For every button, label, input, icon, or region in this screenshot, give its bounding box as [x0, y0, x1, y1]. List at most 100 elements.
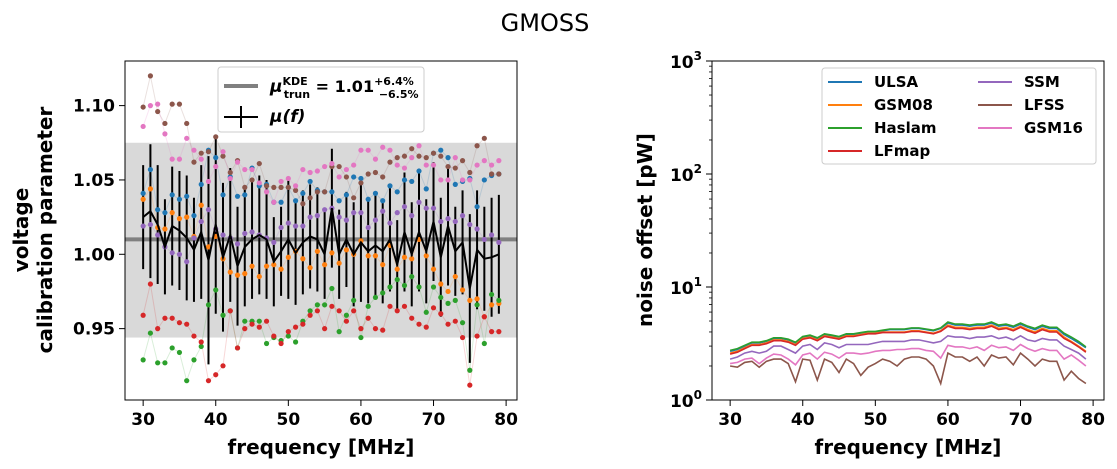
point-lfss	[300, 201, 306, 207]
point-haslam	[292, 339, 299, 345]
point-gsm16	[184, 135, 190, 141]
point-lfss	[256, 160, 262, 167]
point-lfmap	[227, 308, 233, 314]
point-lfmap	[496, 329, 502, 335]
point-haslam	[191, 357, 197, 363]
point-lfmap	[176, 320, 183, 326]
point-ulsa	[234, 193, 241, 199]
point-haslam	[372, 294, 379, 301]
point-lfmap	[365, 315, 371, 321]
point-ssm	[176, 251, 183, 257]
point-ssm	[423, 205, 429, 211]
point-haslam	[169, 345, 175, 351]
series-connector-gsm16	[142, 103, 500, 204]
point-haslam	[351, 297, 357, 303]
point-ssm	[488, 232, 495, 238]
point-ssm	[409, 213, 415, 219]
point-lfss	[285, 184, 291, 190]
point-haslam	[162, 360, 168, 366]
point-gsm08	[256, 273, 262, 280]
point-ulsa	[169, 192, 175, 198]
point-ssm	[278, 224, 284, 231]
point-gsm08	[430, 266, 437, 272]
line-ssm	[729, 334, 1087, 360]
point-haslam	[213, 287, 219, 293]
point-lfmap	[336, 308, 342, 314]
left-legend-frame	[217, 66, 425, 133]
point-gsm08	[147, 186, 154, 192]
line-haslam	[729, 321, 1087, 352]
point-ulsa	[184, 193, 190, 199]
point-haslam	[263, 340, 270, 347]
point-lfss	[365, 171, 371, 177]
point-haslam	[329, 285, 335, 292]
point-lfmap	[162, 315, 168, 321]
y-tick-label: 103	[670, 49, 702, 73]
point-lfmap	[467, 382, 473, 388]
point-haslam	[147, 330, 154, 336]
left-plot-frame	[124, 60, 518, 401]
point-gsm08	[234, 272, 241, 278]
point-ulsa	[401, 177, 408, 183]
point-gsm16	[409, 155, 415, 161]
point-ssm	[438, 218, 444, 225]
point-lfss	[438, 153, 444, 159]
point-lfss	[191, 159, 197, 165]
point-lfss	[372, 169, 379, 176]
point-gsm16	[496, 158, 502, 164]
point-gsm16	[467, 177, 473, 183]
point-ulsa	[380, 198, 386, 204]
point-lfss	[351, 195, 357, 201]
point-gsm08	[343, 247, 350, 253]
point-lfmap	[213, 372, 219, 378]
point-lfmap	[205, 378, 212, 384]
point-gsm08	[423, 253, 429, 259]
point-ssm	[496, 239, 502, 245]
point-gsm16	[263, 189, 270, 195]
point-lfss	[242, 184, 248, 190]
point-ssm	[300, 223, 306, 229]
point-gsm08	[184, 214, 190, 220]
point-ssm	[358, 210, 364, 216]
point-gsm16	[459, 177, 466, 183]
point-gsm16	[169, 156, 175, 162]
point-ulsa	[155, 207, 161, 213]
point-haslam	[140, 357, 146, 363]
point-gsm16	[292, 183, 299, 189]
x-tick-label: 60	[936, 410, 960, 430]
point-gsm08	[394, 266, 400, 272]
point-haslam	[314, 302, 320, 308]
point-lfss	[307, 195, 313, 201]
point-gsm16	[351, 162, 357, 168]
point-ssm	[394, 210, 400, 216]
point-ulsa	[445, 155, 451, 161]
point-lfmap	[314, 308, 320, 314]
noise-offset-lines	[729, 321, 1087, 387]
point-gsm08	[169, 210, 175, 216]
point-ulsa	[162, 210, 168, 216]
point-gsm16	[329, 160, 335, 167]
left-legend: μKDE trun = 1.01+6.4% −6.5% μ(f)	[217, 66, 425, 133]
point-lfmap	[256, 324, 262, 330]
point-gsm08	[372, 253, 379, 259]
point-lfss	[292, 187, 299, 193]
point-lfss	[387, 159, 393, 165]
point-lfmap	[409, 315, 415, 321]
point-ssm	[271, 239, 277, 245]
point-lfmap	[292, 324, 299, 330]
point-lfss	[227, 169, 233, 176]
point-gsm08	[263, 263, 270, 269]
line-lfmap	[729, 325, 1087, 355]
point-gsm16	[423, 162, 429, 168]
point-ulsa	[220, 192, 226, 198]
point-ssm	[365, 224, 371, 231]
point-ssm	[387, 220, 393, 226]
x-tick-label: 80	[494, 410, 518, 430]
point-lfmap	[140, 312, 146, 318]
point-haslam	[467, 367, 473, 373]
point-lfmap	[438, 311, 444, 317]
noise-offset-chart: 30 40 50 60 70 80 100 101 102 103 frequency [MHz…	[633, 49, 1105, 459]
point-gsm16	[278, 178, 284, 185]
point-lfmap	[307, 312, 313, 318]
